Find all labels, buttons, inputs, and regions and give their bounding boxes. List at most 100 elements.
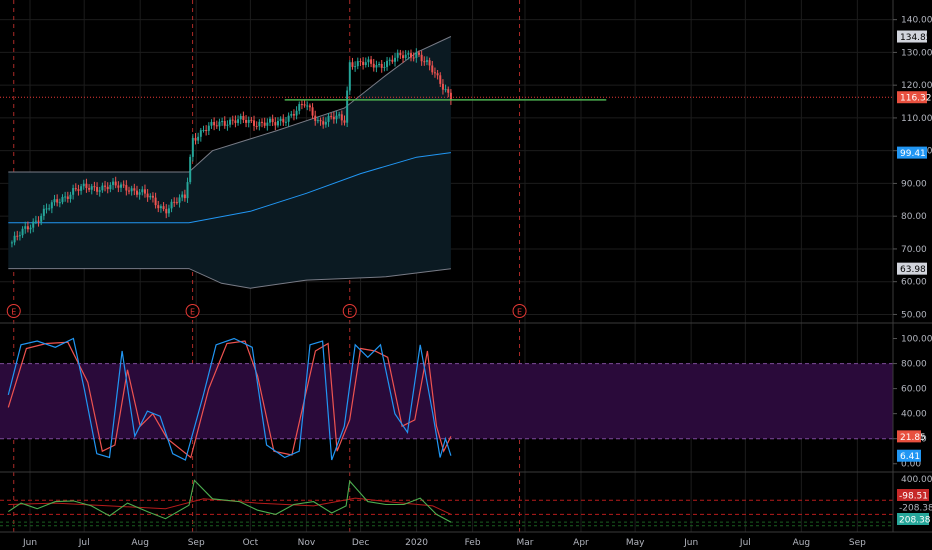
candle[interactable] [346,86,349,128]
candle[interactable] [279,116,282,126]
candle[interactable] [77,184,80,196]
candle[interactable] [223,116,226,129]
candle[interactable] [125,180,128,196]
candle[interactable] [247,116,250,128]
candle[interactable] [330,112,333,120]
candle[interactable] [298,101,301,115]
candle[interactable] [314,110,317,126]
candle[interactable] [234,115,237,128]
candle[interactable] [157,200,160,213]
candle[interactable] [120,182,123,193]
candle[interactable] [173,197,176,207]
candle[interactable] [112,178,115,190]
candle[interactable] [207,122,210,135]
candle[interactable] [340,110,343,126]
candle[interactable] [343,115,346,126]
earnings-marker[interactable]: E [342,304,357,318]
candle[interactable] [58,198,61,208]
candle[interactable] [149,193,152,200]
candle[interactable] [117,181,120,193]
candle[interactable] [170,199,173,213]
candle[interactable] [268,116,271,127]
candle[interactable] [18,231,21,241]
candle[interactable] [351,57,354,70]
candle[interactable] [258,119,261,131]
candle[interactable] [354,61,357,72]
candle[interactable] [274,117,277,131]
candle[interactable] [428,57,431,71]
candle[interactable] [364,57,367,68]
candle[interactable] [303,99,306,108]
candle[interactable] [53,194,56,206]
candle[interactable] [191,134,194,162]
candle[interactable] [61,194,64,205]
candle[interactable] [444,84,447,93]
candle[interactable] [66,191,69,203]
candle[interactable] [359,58,362,66]
candle[interactable] [338,111,341,119]
candle[interactable] [287,112,290,127]
candle[interactable] [245,115,248,128]
candle[interactable] [242,111,245,123]
candle[interactable] [13,231,16,246]
candle[interactable] [391,55,394,64]
candle[interactable] [162,202,165,212]
candle[interactable] [154,192,157,209]
candle[interactable] [253,115,256,131]
candle[interactable] [271,114,274,127]
candle[interactable] [295,106,298,120]
candle[interactable] [409,49,412,62]
candle[interactable] [266,118,269,131]
candle[interactable] [423,56,426,66]
cci-panel[interactable] [0,479,893,527]
candle[interactable] [181,191,184,202]
candle[interactable] [417,50,420,58]
candle[interactable] [88,184,91,193]
candle[interactable] [213,117,216,131]
candle[interactable] [151,192,154,203]
candle[interactable] [29,224,32,234]
candle[interactable] [231,115,234,125]
candle[interactable] [48,204,51,211]
candle[interactable] [205,125,208,136]
candle[interactable] [69,191,72,203]
candle[interactable] [40,213,43,226]
candle[interactable] [26,221,29,233]
candle[interactable] [306,101,309,111]
candle[interactable] [24,221,27,234]
candle[interactable] [101,182,104,193]
candle[interactable] [425,56,428,66]
candle[interactable] [439,72,442,88]
candle[interactable] [135,185,138,198]
candle[interactable] [96,182,99,196]
earnings-marker[interactable]: E [6,304,21,318]
candle[interactable] [50,200,53,214]
candle[interactable] [165,204,168,219]
candle[interactable] [178,194,181,208]
candle[interactable] [396,49,399,62]
candle[interactable] [186,177,189,203]
candle[interactable] [215,120,218,129]
candle[interactable] [239,113,242,125]
candle[interactable] [218,118,221,131]
candle[interactable] [189,154,192,185]
candle[interactable] [210,119,213,129]
candle[interactable] [322,116,325,129]
candle[interactable] [399,49,402,59]
candle[interactable] [21,226,24,238]
candle[interactable] [106,182,109,194]
candle[interactable] [380,60,383,73]
candle[interactable] [42,204,45,220]
candle[interactable] [10,240,13,248]
candle[interactable] [319,117,322,126]
candle[interactable] [114,176,117,189]
candle[interactable] [290,110,293,118]
earnings-marker[interactable]: E [512,304,527,318]
candle[interactable] [311,103,314,120]
candle[interactable] [255,121,258,130]
candle[interactable] [37,216,40,227]
earnings-marker[interactable]: E [185,304,200,318]
candle[interactable] [431,60,434,75]
candle[interactable] [159,204,162,213]
